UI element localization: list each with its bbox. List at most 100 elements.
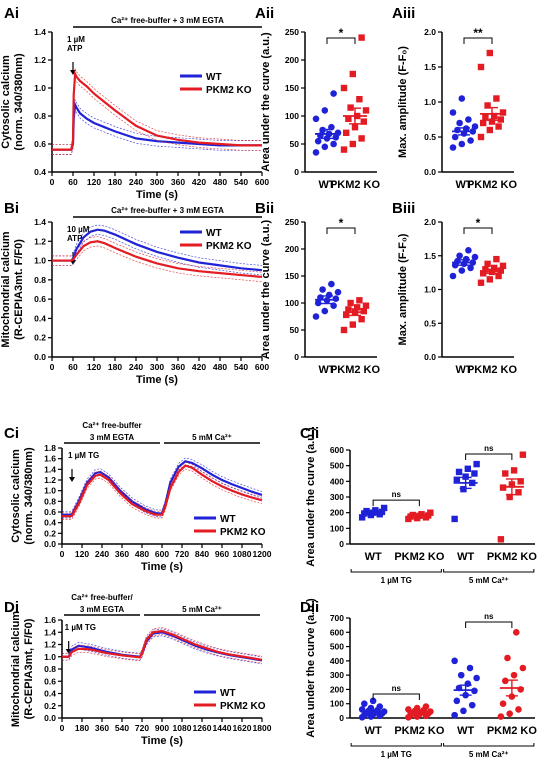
x-tick-label: 480 <box>213 362 227 372</box>
data-point <box>510 671 518 679</box>
y-tick-label: 1.0 <box>34 256 46 266</box>
significance-label: ns <box>484 612 494 621</box>
x-tick-label: 180 <box>108 177 122 187</box>
y-tick-label: 1.0 <box>424 97 436 107</box>
x-tick-label: 120 <box>87 177 101 187</box>
y-tick-label: 0.0 <box>34 352 46 362</box>
y-tick-label: 1.5 <box>424 62 436 72</box>
data-point <box>508 693 516 700</box>
category-label: WT <box>457 725 474 737</box>
y-tick-label: 0 <box>339 539 344 549</box>
sem-band-upper <box>52 98 262 146</box>
data-point <box>321 307 329 315</box>
y-axis-title: Max. amplitude (F-F₀) <box>397 46 409 158</box>
data-point <box>477 279 485 286</box>
panel-biii: Biii 0.0 0.5 1.0 1.5 2.0 Max. amplitude (F-F₀)… <box>392 200 517 376</box>
data-point <box>362 107 370 114</box>
data-point <box>499 109 507 116</box>
y-tick-label: 600 <box>330 627 344 637</box>
legend: WT PKM2 KO <box>180 72 252 96</box>
data-point <box>502 470 509 477</box>
category-label: WT <box>318 364 335 376</box>
data-point <box>456 252 463 260</box>
panel-label: Bii <box>255 200 274 217</box>
arrow-head-icon <box>65 649 72 654</box>
category-label: WT <box>365 551 382 563</box>
data-point <box>468 701 476 709</box>
panel-ai: Ai Ca²⁺ free-buffer + 3 mM EGTA 0.4 0.6 0.8 1… <box>0 5 269 201</box>
y-axis-title: (R-CEPIA3mt, F/F0) <box>23 618 35 719</box>
data-point <box>343 129 350 136</box>
data-point <box>460 485 467 493</box>
y-tick-label: 1.2 <box>34 55 46 65</box>
category-label: PKM2 KO <box>394 725 445 737</box>
x-tick-label: 360 <box>171 362 185 372</box>
data-point <box>451 515 458 523</box>
data-point <box>499 262 507 270</box>
panel-label: Aii <box>255 5 274 22</box>
sem-band-upper <box>52 67 262 146</box>
legend-label: WT <box>220 514 236 525</box>
category-label: PKM2 KO <box>467 179 518 191</box>
y-tick-label: 0.6 <box>44 507 56 517</box>
data-point <box>354 304 361 311</box>
data-point <box>482 114 489 121</box>
sem-band-upper <box>52 224 263 266</box>
x-tick-label: 300 <box>150 177 164 187</box>
x-tick-label: 540 <box>115 723 129 733</box>
y-tick-label: 200 <box>330 508 344 518</box>
data-point <box>465 247 472 254</box>
x-tick-label: 240 <box>129 362 143 372</box>
series-line-pkm2-ko <box>52 240 263 279</box>
y-tick-label: 1.0 <box>34 83 46 93</box>
panel-bii: Bii 0 50 100 150 200 250 Area under the curve (… <box>255 200 380 376</box>
condition-label: 5 mM Ca²⁺ <box>182 605 222 614</box>
data-point <box>512 628 520 636</box>
y-tick-label: 2.0 <box>424 27 436 37</box>
x-tick-label: 1260 <box>193 723 212 733</box>
data-point <box>488 118 496 125</box>
group-bracket <box>350 743 442 747</box>
y-tick-label: 0 <box>294 167 299 177</box>
data-point <box>467 264 474 272</box>
series-line-pkm2-ko <box>62 464 263 518</box>
panel-di: Di Ca²⁺ free-buffer/3 mM EGTA 5 mM Ca²⁺ 0.0… <box>4 593 272 747</box>
data-point <box>328 280 335 288</box>
data-point <box>330 140 337 148</box>
x-tick-label: 120 <box>87 362 101 372</box>
y-tick-label: 300 <box>330 492 344 502</box>
data-point <box>361 700 368 708</box>
category-label: PKM2 KO <box>487 725 538 737</box>
y-tick-label: 100 <box>285 111 299 121</box>
x-tick-label: 360 <box>95 723 109 733</box>
data-point <box>343 311 350 319</box>
group-bracket <box>443 743 535 747</box>
y-tick-label: 300 <box>330 670 344 680</box>
data-point <box>517 478 524 485</box>
x-tick-label: 600 <box>255 362 269 372</box>
panel-bi: Bi Ca²⁺ free-buffer + 3 mM EGTA 0.0 0.2 0.4 0… <box>0 200 269 386</box>
y-tick-label: 1.0 <box>44 652 56 662</box>
y-tick-label: 150 <box>285 83 299 93</box>
condition-label: 3 mM EGTA <box>80 605 125 614</box>
significance-bracket <box>372 693 420 700</box>
data-point <box>358 514 366 521</box>
data-point <box>356 297 363 304</box>
panel-label: Biii <box>392 200 415 217</box>
data-point <box>493 255 500 263</box>
condition-label: 5 mM Ca²⁺ <box>192 433 232 442</box>
condition-label: Ca²⁺ free-buffer/ <box>71 593 133 602</box>
data-point <box>480 119 487 127</box>
y-tick-label: 0.2 <box>44 701 56 711</box>
data-point <box>340 84 348 92</box>
data-point <box>358 316 365 323</box>
y-tick-label: 0.2 <box>44 528 56 538</box>
data-point <box>449 109 457 116</box>
x-tick-label: 1620 <box>233 723 252 733</box>
legend-label: PKM2 KO <box>206 85 252 96</box>
x-tick-label: 240 <box>129 177 143 187</box>
x-axis-title: Time (s) <box>136 374 178 386</box>
data-point <box>449 272 457 280</box>
data-point <box>321 143 329 151</box>
data-point <box>491 264 498 272</box>
